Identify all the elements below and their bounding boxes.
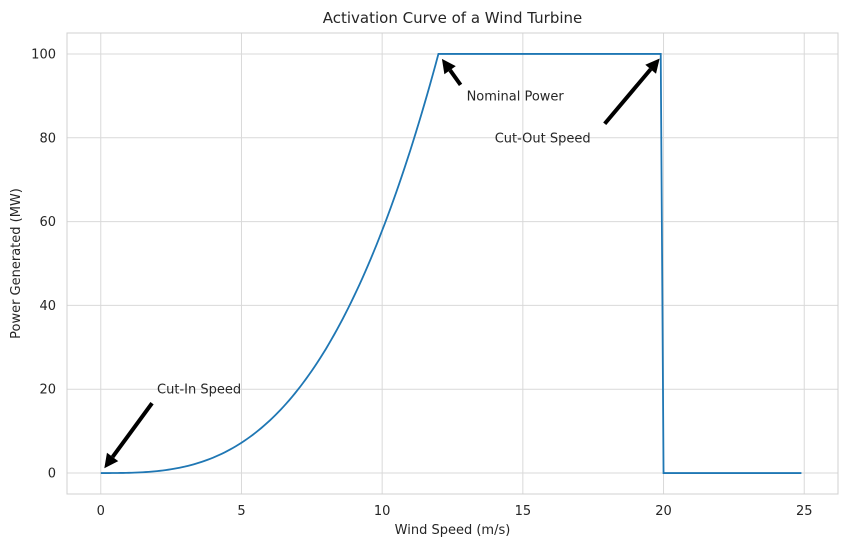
- y-tick-label: 80: [39, 131, 56, 146]
- annotations: Cut-In Speed Nominal Power Cut-Out Speed: [104, 58, 660, 469]
- y-axis-label: Power Generated (MW): [9, 188, 24, 339]
- y-tick-label: 40: [39, 299, 56, 314]
- annotation-arrow-head: [104, 452, 119, 469]
- plot-frame: [66, 32, 839, 495]
- x-tick-label: 5: [237, 504, 245, 519]
- annotation-arrow-shaft: [110, 402, 154, 459]
- annotation-label: Nominal Power: [467, 89, 565, 104]
- annotation-arrow-head: [645, 58, 660, 74]
- series-layer: [100, 53, 802, 474]
- x-tick-label: 0: [97, 504, 105, 519]
- x-tick-label: 20: [655, 504, 672, 519]
- x-tick-label: 15: [515, 504, 532, 519]
- y-tick-label: 20: [39, 383, 56, 398]
- y-tick-label: 0: [48, 467, 56, 482]
- annotation-label: Cut-In Speed: [157, 383, 241, 398]
- annotation-arrow-head: [441, 58, 456, 75]
- x-axis-label: Wind Speed (m/s): [395, 523, 511, 538]
- y-tick-label: 100: [31, 47, 56, 62]
- annotation-arrow-shaft: [603, 67, 653, 126]
- gridlines: [67, 33, 838, 494]
- series-line: [100, 53, 802, 474]
- annotation-label: Cut-Out Speed: [495, 131, 591, 146]
- tick-labels: 0 5 10 15 20 25 0 20 40 60 80 100: [31, 47, 812, 519]
- annotation-arrow-shaft: [448, 69, 463, 87]
- x-tick-label: 10: [374, 504, 391, 519]
- y-tick-label: 60: [39, 215, 56, 230]
- x-tick-label: 25: [796, 504, 813, 519]
- chart-title: Activation Curve of a Wind Turbine: [323, 9, 583, 27]
